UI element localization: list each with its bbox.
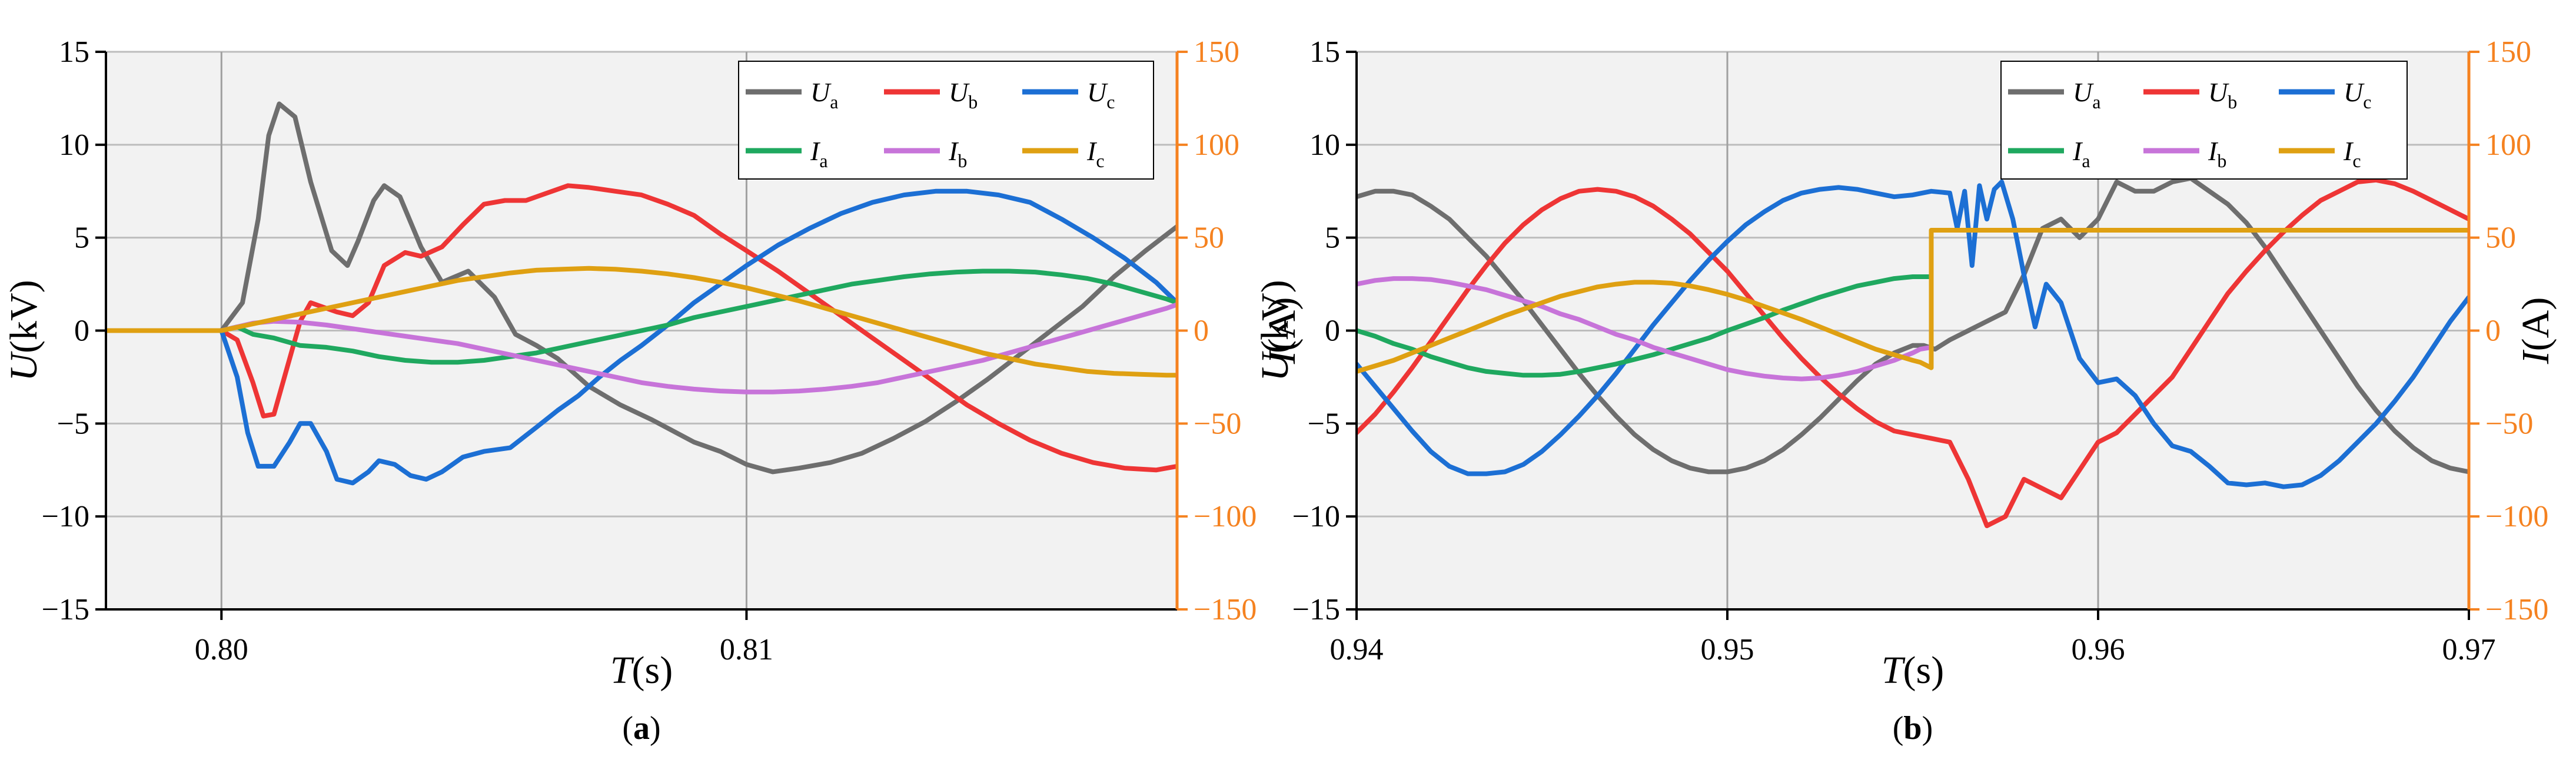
series-line-ia	[1357, 274, 1934, 378]
legend: Ua Ub Uc Ia Ib Ic	[2000, 61, 2408, 180]
panel-caption: (a)	[622, 710, 660, 747]
y2-tick-label: −150	[1194, 593, 1257, 626]
y-axis-label: U(kV)	[2, 280, 45, 381]
y2-tick-label: 50	[2485, 221, 2516, 255]
y2-tick-label: −150	[2485, 593, 2548, 626]
x-tick-label: 0.97	[2442, 633, 2496, 666]
y2-axis-label: I(A)	[1261, 297, 1304, 365]
series-line-ub	[106, 183, 1177, 473]
series-line-ib	[106, 302, 1177, 394]
y2-tick-label: 100	[1194, 128, 1239, 162]
y-tick-label: −5	[1308, 407, 1340, 440]
legend-entry: Ic	[1086, 136, 1105, 171]
y-tick-label: 10	[1309, 128, 1340, 162]
y2-tick-label: 0	[1194, 314, 1209, 348]
y-tick-label: 15	[1309, 35, 1340, 69]
legend-entry: Ic	[2343, 136, 2361, 171]
series-line-ia	[106, 268, 1177, 365]
x-tick-label: 0.95	[1701, 633, 1754, 666]
y-axis-label: U(kV)	[1254, 280, 1297, 381]
y2-tick-label: 100	[2485, 128, 2531, 162]
y-tick-label: −15	[42, 593, 89, 626]
y2-tick-label: −50	[2485, 407, 2533, 440]
y2-tick-label: 0	[2485, 314, 2501, 348]
y-tick-label: 0	[1325, 314, 1340, 348]
x-axis-label: T(s)	[610, 649, 673, 692]
x-tick-label: 0.81	[720, 633, 773, 666]
y2-tick-label: 50	[1194, 221, 1224, 255]
legend-box	[2000, 61, 2408, 180]
y2-tick-label: −50	[1194, 407, 1241, 440]
y-tick-label: 5	[1325, 221, 1340, 255]
y2-axis-label: I(A)	[2514, 297, 2557, 365]
y-tick-label: −10	[42, 500, 89, 533]
legend-entry: Ua	[2073, 77, 2100, 112]
x-tick-label: 0.80	[195, 633, 248, 666]
y-tick-label: −10	[1292, 500, 1340, 533]
y-tick-label: 0	[74, 314, 89, 348]
series-line-ib	[1357, 276, 1934, 382]
panel-caption: (b)	[1893, 710, 1933, 747]
series-line-ua	[1357, 175, 2469, 475]
series-lines	[106, 101, 1177, 486]
legend-entry: Ub	[949, 77, 978, 112]
legend: Ua Ub Uc Ia Ib Ic	[738, 61, 1154, 180]
x-tick-label: 0.96	[2072, 633, 2125, 666]
legend-entry: Uc	[2344, 77, 2371, 112]
series-line-uc	[106, 188, 1177, 486]
series-lines	[1357, 175, 2469, 528]
y-tick-label: 5	[74, 221, 89, 255]
legend-entry: Ia	[2072, 136, 2090, 171]
y-tick-label: −15	[1292, 593, 1340, 626]
series-line-ic	[106, 266, 1177, 378]
x-axis-label: T(s)	[1882, 649, 1944, 692]
y-tick-label: 10	[59, 128, 89, 162]
y2-tick-label: −100	[2485, 500, 2548, 533]
series-line-ua	[106, 101, 1177, 475]
series-line-ic	[1357, 228, 2469, 374]
y-tick-label: 15	[59, 35, 89, 69]
legend-entry: Ub	[2208, 77, 2237, 112]
x-tick-label: 0.94	[1330, 633, 1384, 666]
y-tick-label: −5	[57, 407, 89, 440]
legend-entry: Uc	[1087, 77, 1115, 112]
y2-tick-label: 150	[1194, 35, 1239, 69]
y2-tick-label: −100	[1194, 500, 1257, 533]
legend-box	[738, 61, 1154, 180]
legend-entry: Ib	[948, 136, 967, 171]
y2-tick-label: 150	[2485, 35, 2531, 69]
legend-entry: Ia	[810, 136, 828, 171]
legend-entry: Ua	[810, 77, 838, 112]
legend-entry: Ib	[2208, 136, 2226, 171]
